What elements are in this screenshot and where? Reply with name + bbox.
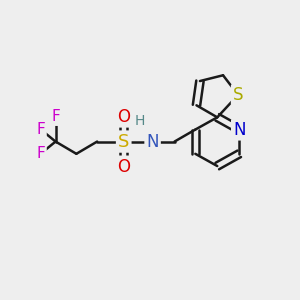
Text: F: F [51, 109, 60, 124]
Text: O: O [117, 158, 130, 175]
Text: F: F [36, 122, 45, 137]
Text: S: S [233, 86, 243, 104]
Text: H: H [135, 114, 145, 128]
Text: N: N [146, 133, 159, 151]
Text: F: F [36, 146, 45, 161]
Text: O: O [117, 108, 130, 126]
Text: S: S [118, 133, 129, 151]
Text: N: N [233, 121, 245, 139]
